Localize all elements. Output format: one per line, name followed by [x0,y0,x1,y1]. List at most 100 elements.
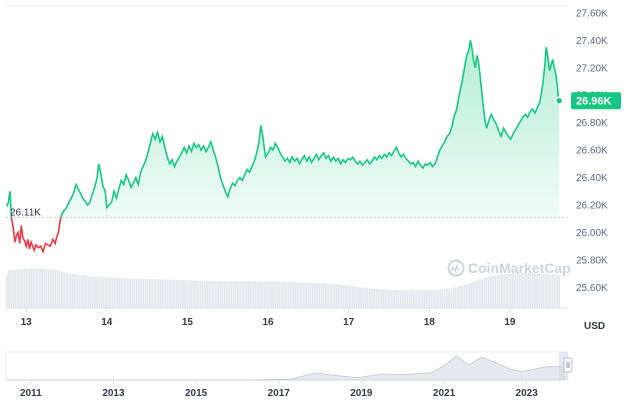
volume-bar [558,275,560,308]
volume-bar [274,281,277,308]
volume-bar [30,268,32,308]
volume-bar [292,281,294,308]
volume-bar [305,282,307,308]
volume-bar [457,286,459,308]
volume-bar [426,289,428,308]
volume-bar [146,279,149,308]
volume-bar [89,275,92,308]
navigator-tick-label: 2011 [20,388,42,399]
volume-bar [413,290,415,308]
current-price-badge [571,92,621,110]
volume-bar [131,278,134,308]
volume-bar [28,268,30,308]
volume-bar [226,281,228,308]
volume-bar [481,278,483,308]
volume-bar [14,269,17,308]
volume-bar [514,273,516,308]
navigator-tick-label: 2021 [433,388,456,399]
x-tick-label: 17 [343,317,355,328]
baseline-label: 26.11K [10,207,41,218]
volume-bar [298,282,301,308]
volume-bar [153,279,156,308]
volume-bar [168,279,171,308]
volume-bar [410,290,413,308]
current-price-label: 26.96K [576,96,612,108]
volume-bar [538,273,541,308]
y-tick-label: 26.60K [576,146,608,157]
volume-bar [105,277,107,308]
volume-bar [74,274,76,308]
volume-bar [173,279,175,308]
volume-bar [314,283,316,308]
volume-bar [496,275,499,308]
volume-bar [184,280,186,308]
volume-bar [531,273,534,308]
volume-bar [516,272,519,308]
volume-bar [195,280,197,308]
watermark-text: CoinMarketCap [468,260,571,276]
volume-bar [52,269,54,308]
volume-bar [34,268,37,308]
volume-bar [342,285,345,308]
volume-bar [498,274,501,308]
y-tick-label: 26.00K [576,228,608,239]
volume-bar [380,289,382,308]
volume-bar [175,279,178,308]
volume-bar [228,281,230,308]
volume-bar [241,281,244,308]
volume-bar [78,274,81,308]
volume-bar [485,277,488,308]
volume-bar [261,281,263,308]
last-price-point [554,96,564,105]
volume-bar [201,280,204,308]
volume-bar [129,278,131,308]
volume-bar [391,289,393,308]
volume-bar [76,274,79,308]
volume-bar [322,283,325,308]
volume-bar [382,289,384,308]
volume-bar [272,281,274,308]
volume-bar [41,268,43,308]
volume-bars [6,268,560,308]
volume-bar [144,278,147,308]
volume-bar [111,277,114,308]
volume-bar [492,275,494,308]
volume-bar [316,283,318,308]
volume-bar [17,269,19,308]
volume-bar [470,282,472,308]
volume-bar [263,281,266,308]
volume-bar [109,277,112,308]
volume-bar [362,287,365,308]
volume-bar [534,273,536,308]
navigator-area [6,355,565,381]
volume-bar [67,273,70,308]
volume-bar [333,284,336,308]
volume-bar [113,277,116,308]
volume-bar [190,280,193,308]
volume-bar [307,282,310,308]
y-tick-label: 25.80K [576,255,608,266]
volume-bar [501,274,503,308]
volume-bar [25,268,28,308]
volume-bar [349,285,351,308]
volume-bar [296,282,299,308]
volume-bar [237,281,239,308]
volume-bar [135,278,138,308]
range-navigator[interactable] [5,351,573,381]
volume-bar [32,268,35,308]
navigator-handle[interactable] [563,357,573,373]
volume-bar [402,290,404,308]
volume-bar [465,284,468,308]
volume-bar [69,273,72,308]
volume-bar [479,279,481,308]
volume-bar [197,280,200,308]
volume-bar [83,275,85,308]
volume-bar [527,273,530,308]
volume-bar [151,279,153,308]
volume-bar [294,282,296,308]
volume-bar [373,288,376,308]
volume-bar [369,288,371,308]
y-tick-label: 27.20K [576,63,608,74]
volume-bar [210,280,213,308]
volume-bar [556,274,558,308]
